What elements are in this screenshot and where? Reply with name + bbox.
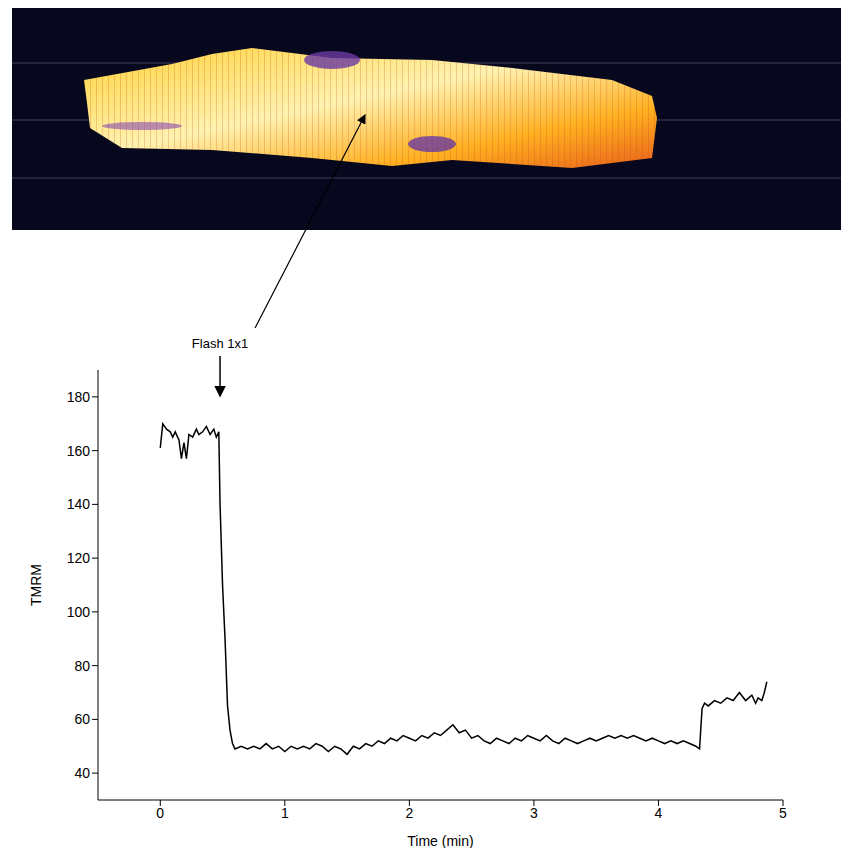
- svg-text:1: 1: [281, 805, 289, 821]
- svg-text:Flash 1x1: Flash 1x1: [192, 336, 248, 351]
- svg-text:2: 2: [405, 805, 413, 821]
- svg-text:180: 180: [67, 389, 91, 405]
- svg-text:140: 140: [67, 496, 91, 512]
- svg-text:0: 0: [156, 805, 164, 821]
- svg-text:5: 5: [779, 805, 787, 821]
- svg-text:60: 60: [74, 711, 90, 727]
- svg-text:4: 4: [655, 805, 663, 821]
- svg-text:120: 120: [67, 550, 91, 566]
- svg-text:100: 100: [67, 604, 91, 620]
- svg-text:3: 3: [530, 805, 538, 821]
- svg-text:160: 160: [67, 443, 91, 459]
- svg-text:80: 80: [74, 658, 90, 674]
- svg-text:Time (min): Time (min): [407, 833, 473, 848]
- svg-text:TMRM: TMRM: [28, 564, 44, 606]
- svg-text:40: 40: [74, 765, 90, 781]
